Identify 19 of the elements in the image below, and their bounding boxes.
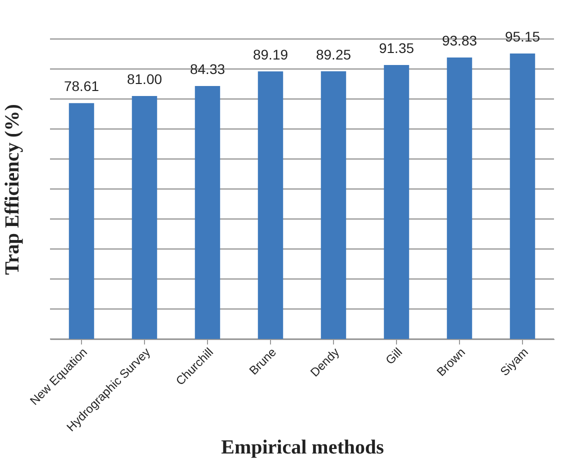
bar xyxy=(132,96,158,339)
bar xyxy=(446,58,472,339)
data-label: 84.33 xyxy=(190,61,226,78)
data-label: 81.00 xyxy=(126,71,162,87)
data-label: 89.25 xyxy=(316,46,352,62)
bar xyxy=(194,86,220,339)
bar xyxy=(320,71,346,339)
x-axis-title: Empirical methods xyxy=(221,436,384,459)
bar xyxy=(68,103,94,339)
bar xyxy=(510,54,536,339)
y-axis-title: Trap Efficiency (%) xyxy=(2,104,24,275)
data-label: 95.15 xyxy=(504,28,540,45)
x-tick-label: Gill xyxy=(382,345,405,368)
data-label: 78.61 xyxy=(64,78,100,94)
bar xyxy=(384,64,410,339)
data-label: 89.19 xyxy=(252,46,288,62)
data-label: 91.35 xyxy=(378,40,414,56)
data-label: 93.83 xyxy=(442,32,478,49)
bar xyxy=(258,71,284,339)
